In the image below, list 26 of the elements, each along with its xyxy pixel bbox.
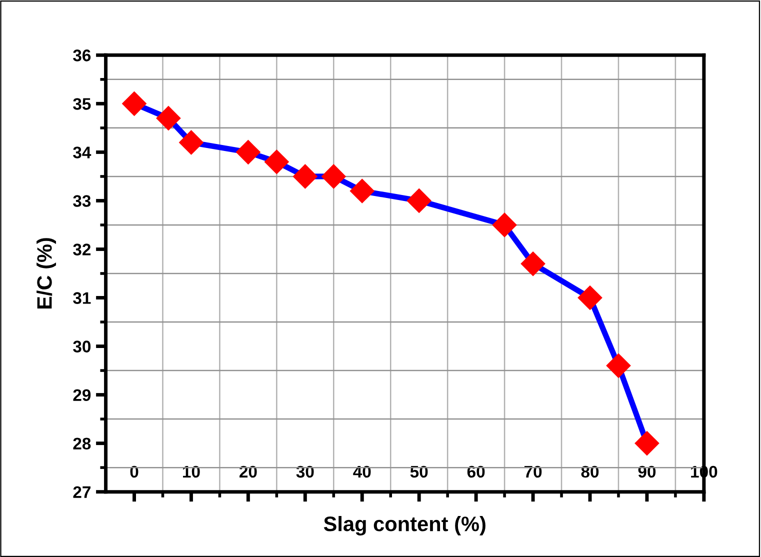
y-tick-label: 33 <box>73 195 91 207</box>
y-tick-label: 30 <box>73 340 91 352</box>
y-tick-label: 34 <box>73 146 92 158</box>
point <box>178 130 204 155</box>
point <box>406 188 432 214</box>
point <box>236 140 261 165</box>
point <box>156 106 181 131</box>
point <box>492 212 517 238</box>
point <box>264 149 290 174</box>
point <box>634 430 660 456</box>
y-tick-label: 32 <box>73 244 91 256</box>
y-tick-label: 27 <box>73 486 90 498</box>
point <box>606 353 631 378</box>
y-tick-label: 29 <box>73 389 91 401</box>
point <box>321 164 346 189</box>
y-tick-label: 35 <box>73 98 91 110</box>
point <box>122 91 147 116</box>
point <box>578 285 602 310</box>
point <box>292 164 318 189</box>
y-tick-label: 36 <box>73 50 91 62</box>
y-tick-label: 31 <box>73 292 91 304</box>
point <box>350 178 375 204</box>
y-axis-title: E/C (%) <box>36 238 56 309</box>
x-axis-title: Slag content (%) <box>324 516 486 536</box>
point <box>520 251 546 276</box>
y-tick-label: 28 <box>73 438 91 450</box>
